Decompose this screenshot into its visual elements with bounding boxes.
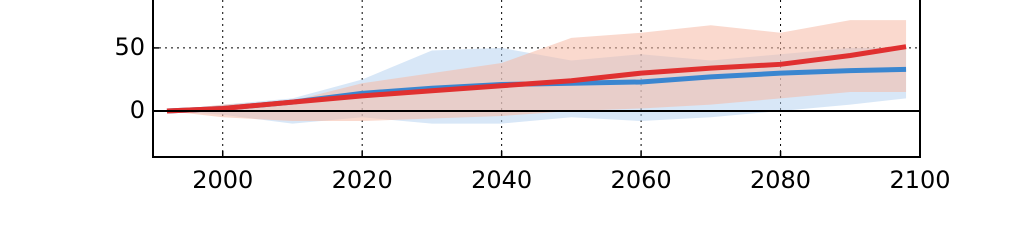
x-tick-label: 2080 <box>750 166 811 194</box>
x-tick-label: 2060 <box>611 166 672 194</box>
x-tick-label: 2020 <box>332 166 393 194</box>
series-line <box>166 44 907 114</box>
y-tick-label: 0 <box>130 96 145 124</box>
x-tick-label: 2040 <box>471 166 532 194</box>
chart: 2000 2020 2040 2060 2080 2100 0 50 <box>114 0 951 194</box>
y-tick-label: 50 <box>114 33 145 61</box>
x-tick-label: 2000 <box>192 166 253 194</box>
axes-frame <box>152 0 921 158</box>
x-tick-label: 2100 <box>889 166 950 194</box>
